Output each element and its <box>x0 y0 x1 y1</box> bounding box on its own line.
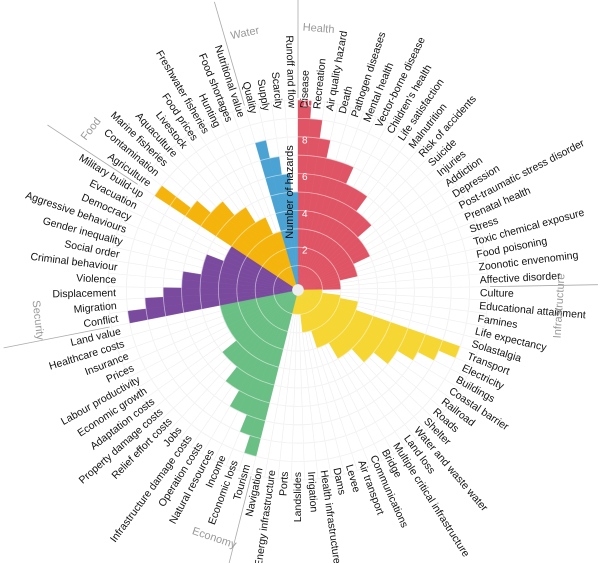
overlay-ring <box>236 228 360 352</box>
overlay-ring <box>144 136 452 444</box>
group-separator <box>3 326 110 349</box>
overlay-ring <box>125 117 471 463</box>
category-label: Conflict <box>83 313 120 330</box>
grid-spoke <box>290 289 299 480</box>
grid-spoke <box>277 289 299 479</box>
overlay-ring <box>217 209 378 370</box>
y-tick-label: 6 <box>302 172 308 183</box>
group-label: Water <box>230 25 261 43</box>
group-label: Food <box>79 116 104 143</box>
group-separator <box>228 476 252 563</box>
group-label: Security <box>29 300 46 341</box>
group-label: Economy <box>191 525 239 551</box>
group-separator <box>47 124 138 185</box>
category-label: Irrigation <box>305 471 320 513</box>
category-label: Runoff and flow <box>283 35 298 109</box>
group-separator <box>214 1 245 106</box>
y-tick-label: 2 <box>302 246 308 257</box>
overlay-ring <box>199 191 397 389</box>
category-label: Ports <box>277 471 291 496</box>
overlay-ring <box>181 173 415 407</box>
category-label: Landslides <box>292 472 304 522</box>
overlay-ring <box>107 99 489 481</box>
group-separator <box>489 284 598 288</box>
category-label: Displacement <box>52 287 116 300</box>
overlay-ring <box>162 154 434 426</box>
category-label: Multiple critical infrastructure <box>390 441 471 560</box>
overlay-grid <box>107 99 489 481</box>
grid-spoke <box>297 289 488 301</box>
category-label: Supply <box>255 78 273 112</box>
group-separators <box>3 0 598 563</box>
category-label: Culture <box>480 287 514 300</box>
category-label: Affective disorder <box>479 270 561 286</box>
y-tick-label: 10 <box>302 99 314 110</box>
y-axis-label: Number of hazards <box>284 145 296 239</box>
grid-spoke <box>297 289 306 480</box>
y-tick-labels: 2 4 6 8 10 <box>302 99 314 257</box>
category-label: Migration <box>73 300 117 316</box>
category-label: Scarcity <box>269 71 285 110</box>
category-label: Disease <box>298 70 311 108</box>
y-tick-label: 8 <box>302 135 308 146</box>
group-label: Infrastructure <box>552 273 568 338</box>
y-tick-label: 4 <box>302 209 308 220</box>
grid-spoke <box>264 289 299 478</box>
overlay-ring <box>254 246 342 334</box>
category-label: Dams <box>330 467 347 496</box>
category-label: Recreation <box>311 58 328 110</box>
group-label: Health <box>302 22 335 36</box>
category-label: Violence <box>76 272 117 286</box>
overlay-ring <box>273 265 323 315</box>
